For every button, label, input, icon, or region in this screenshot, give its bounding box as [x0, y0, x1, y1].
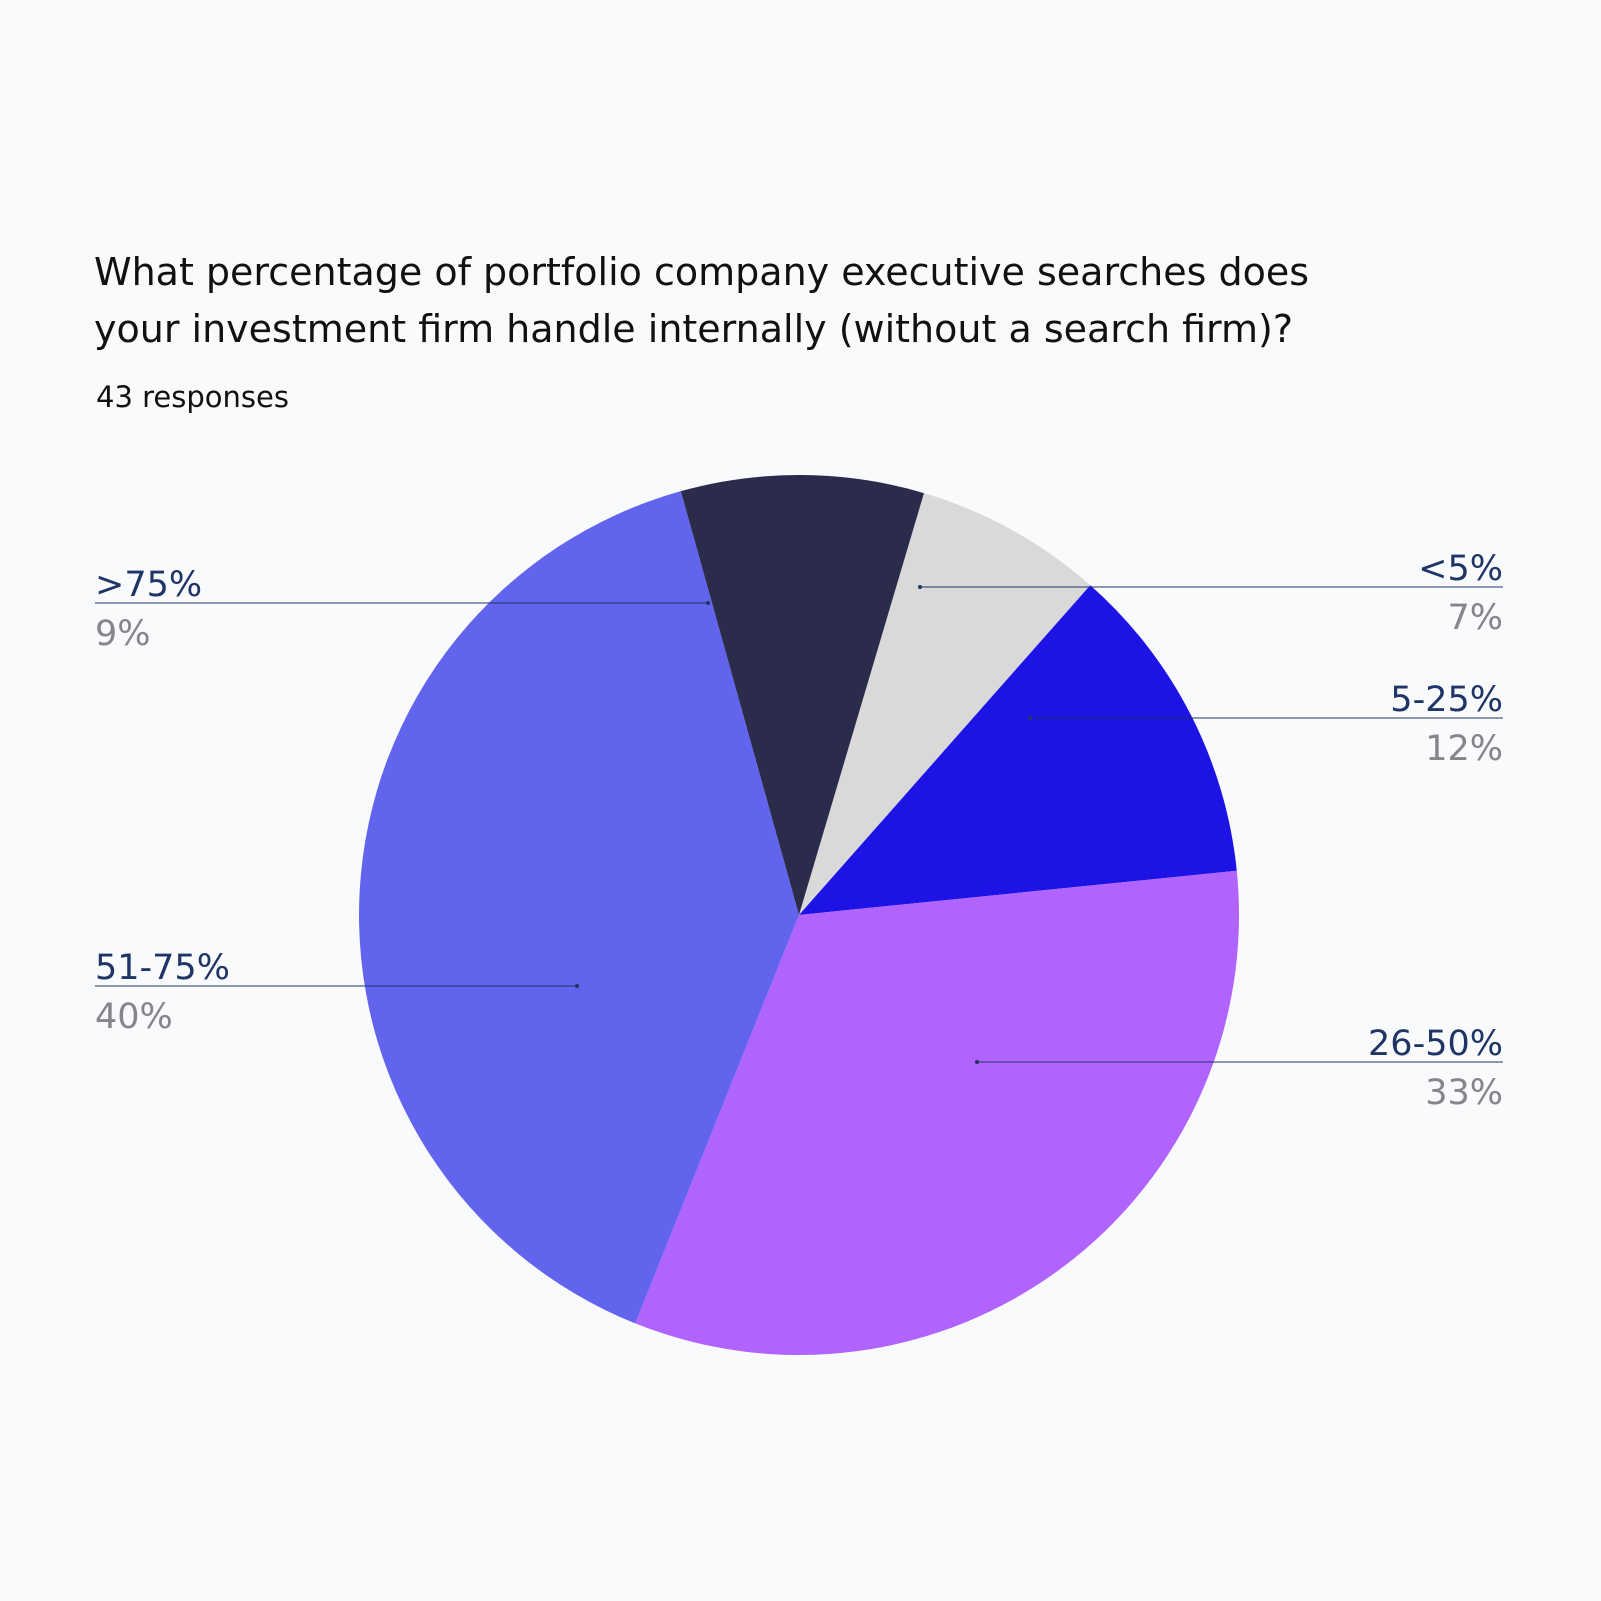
pie-slice-over-75pct — [680, 475, 924, 915]
slice-percent-26-50pct: 33% — [1425, 1073, 1503, 1113]
pie-slice-51-75pct — [359, 491, 799, 1324]
pie-slices — [359, 475, 1240, 1355]
slice-label-51-75pct: 51-75% — [95, 948, 230, 988]
slice-label-5-25pct: 5-25% — [1390, 680, 1503, 720]
leader-dot-51-75pct — [575, 984, 579, 988]
leader-dot-under-5pct — [918, 585, 922, 589]
slice-label-26-50pct: 26-50% — [1368, 1024, 1503, 1064]
chart-title: What percentage of portfolio company exe… — [94, 244, 1494, 358]
pie-slice-5-25pct — [799, 585, 1237, 915]
chart-title-line-1: What percentage of portfolio company exe… — [94, 250, 1310, 294]
slice-percent-over-75pct: 9% — [95, 614, 151, 654]
slice-label-over-75pct: >75% — [95, 565, 202, 605]
slice-labels: <5% 7% 5-25% 12% 26-50% 33% 51-75% 40% >75% 9% — [95, 549, 1503, 1113]
pie-slice-under-5pct — [799, 493, 1091, 915]
slice-percent-5-25pct: 12% — [1425, 729, 1503, 769]
slice-percent-51-75pct: 40% — [95, 997, 173, 1037]
label-leaders — [95, 585, 1503, 1064]
pie-slice-26-50pct — [635, 870, 1240, 1355]
slice-percent-under-5pct: 7% — [1447, 598, 1503, 638]
leader-dot-over-75pct — [706, 601, 710, 605]
leader-dot-5-25pct — [1028, 716, 1032, 720]
leader-dot-26-50pct — [975, 1060, 979, 1064]
slice-label-under-5pct: <5% — [1418, 549, 1503, 589]
response-count: 43 responses — [96, 380, 289, 414]
chart-title-line-2: your investment firm handle internally (… — [94, 307, 1294, 351]
